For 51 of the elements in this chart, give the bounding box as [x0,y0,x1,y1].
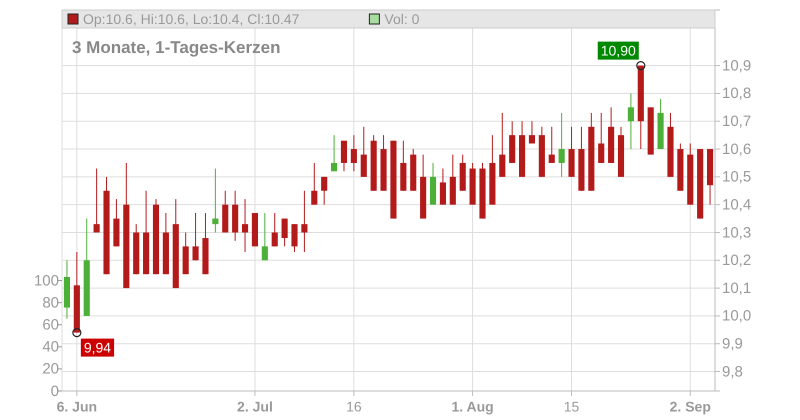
candlestick [321,176,328,206]
candlestick [192,212,199,261]
candlestick [331,134,338,172]
text: 3 Monate, 1-Tages-Kerzen [72,38,280,57]
y-tick-label: 10,9 [722,57,752,74]
annotation: 10,90 [600,42,636,59]
candlestick [311,162,318,206]
y2-tick-label: 100 [34,272,59,290]
candlestick [499,112,506,178]
y2-tick-label: 20 [42,360,59,378]
y2-tick-label: 40 [42,338,59,356]
y-tick-label: 9,8 [722,363,743,380]
candlestick [242,198,248,252]
candlestick [94,168,100,233]
candlestick [301,190,308,252]
annotation: 9,94 [84,340,112,356]
x-tick-label: 15 [564,398,580,415]
candlestick [291,224,298,252]
y2-tick-label: 80 [42,294,59,312]
candlestick [628,92,634,150]
candlestick [212,168,218,233]
annotation: Vol: 0 [384,11,420,27]
y2-tick-label: 0 [50,382,59,400]
x-tick-label: 2. Jul [237,398,273,415]
x-tick-label: 1. Aug [451,398,494,415]
y-tick-label: 10,0 [722,308,752,325]
candlestick [282,218,288,247]
y-tick-label: 10,6 [722,140,752,158]
candlestick [440,168,446,206]
y-tick-label: 10,2 [722,252,752,270]
y-tick-label: 10,1 [722,280,752,297]
y-tick-label: 10,5 [722,168,752,186]
candlestick [558,112,565,178]
y2-tick-label: 60 [42,316,59,334]
annotation: Op:10.6, Hi:10.6, Lo:10.4, Cl:10.47 [83,11,300,27]
candlestick [262,212,268,261]
candlestick [350,134,357,172]
candlestick [548,126,555,164]
candlestick [272,212,278,247]
y-tick-label: 10,3 [722,224,752,242]
candlestick [340,140,348,172]
y-tick-label: 10,4 [722,196,752,214]
y-tick-label: 9,9 [722,336,743,353]
x-tick-label: 6. Jun [56,398,98,415]
x-tick-label: 2. Sep [670,398,711,415]
x-tick-label: 16 [346,398,362,415]
y-tick-label: 10,7 [722,113,752,130]
candlestick [528,120,536,144]
y-tick-label: 10,8 [722,85,752,102]
candlestick [598,112,604,164]
candlestick [360,126,367,178]
